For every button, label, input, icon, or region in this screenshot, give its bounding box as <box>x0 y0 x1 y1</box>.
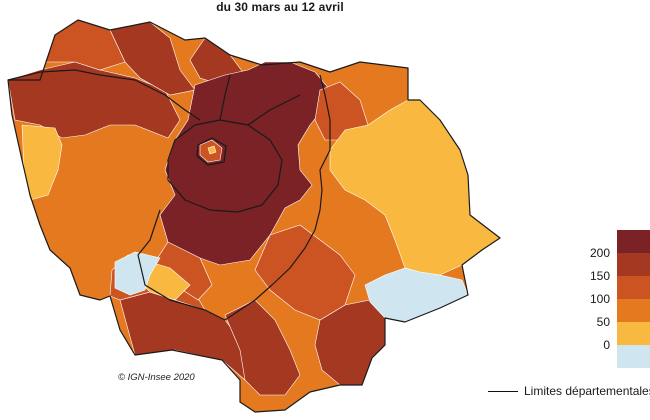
legend-swatch <box>617 276 650 299</box>
legend-tick-label: 100 <box>589 292 610 306</box>
legend-tick-label: 0 <box>603 338 610 352</box>
map-title: du 30 mars au 12 avril <box>216 0 344 14</box>
legend: 200 150 100 50 0 <box>585 230 650 370</box>
legend-swatch <box>617 253 650 276</box>
region-south-dark-2 <box>224 299 301 396</box>
legend-tick-label: 150 <box>589 269 610 283</box>
boundary-paris <box>196 137 227 166</box>
boundary-legend: Limites départementales <box>488 383 650 399</box>
region-zero-east <box>364 267 469 323</box>
boundary-yvelines-essonne <box>137 209 226 321</box>
legend-tick-label: 50 <box>596 315 610 329</box>
boundary-legend-label: Limites départementales <box>524 384 650 398</box>
legend-swatch <box>617 230 650 253</box>
choropleth-map <box>7 19 501 413</box>
boundary-legend-line <box>488 391 518 392</box>
boundary-inner-2 <box>247 94 301 126</box>
region-core-darkest <box>159 61 331 266</box>
boundary-inner-1 <box>219 74 231 121</box>
boundary-region <box>7 19 501 413</box>
region-mid-4 <box>254 224 356 321</box>
legend-swatch <box>617 322 650 345</box>
credit-text: © IGN-Insee 2020 <box>118 372 195 383</box>
legend-swatch <box>617 345 650 368</box>
boundary-essonne-seine-et-marne <box>224 189 323 321</box>
boundary-yvelines-valdoise <box>7 69 201 121</box>
legend-swatch <box>617 299 650 322</box>
legend-tick-label: 200 <box>589 246 610 260</box>
boundary-valdoise-seine-et-marne <box>319 74 331 191</box>
department-boundaries <box>7 19 501 413</box>
region-paris-yellow <box>207 145 217 155</box>
boundary-petite-couronne <box>167 119 283 213</box>
